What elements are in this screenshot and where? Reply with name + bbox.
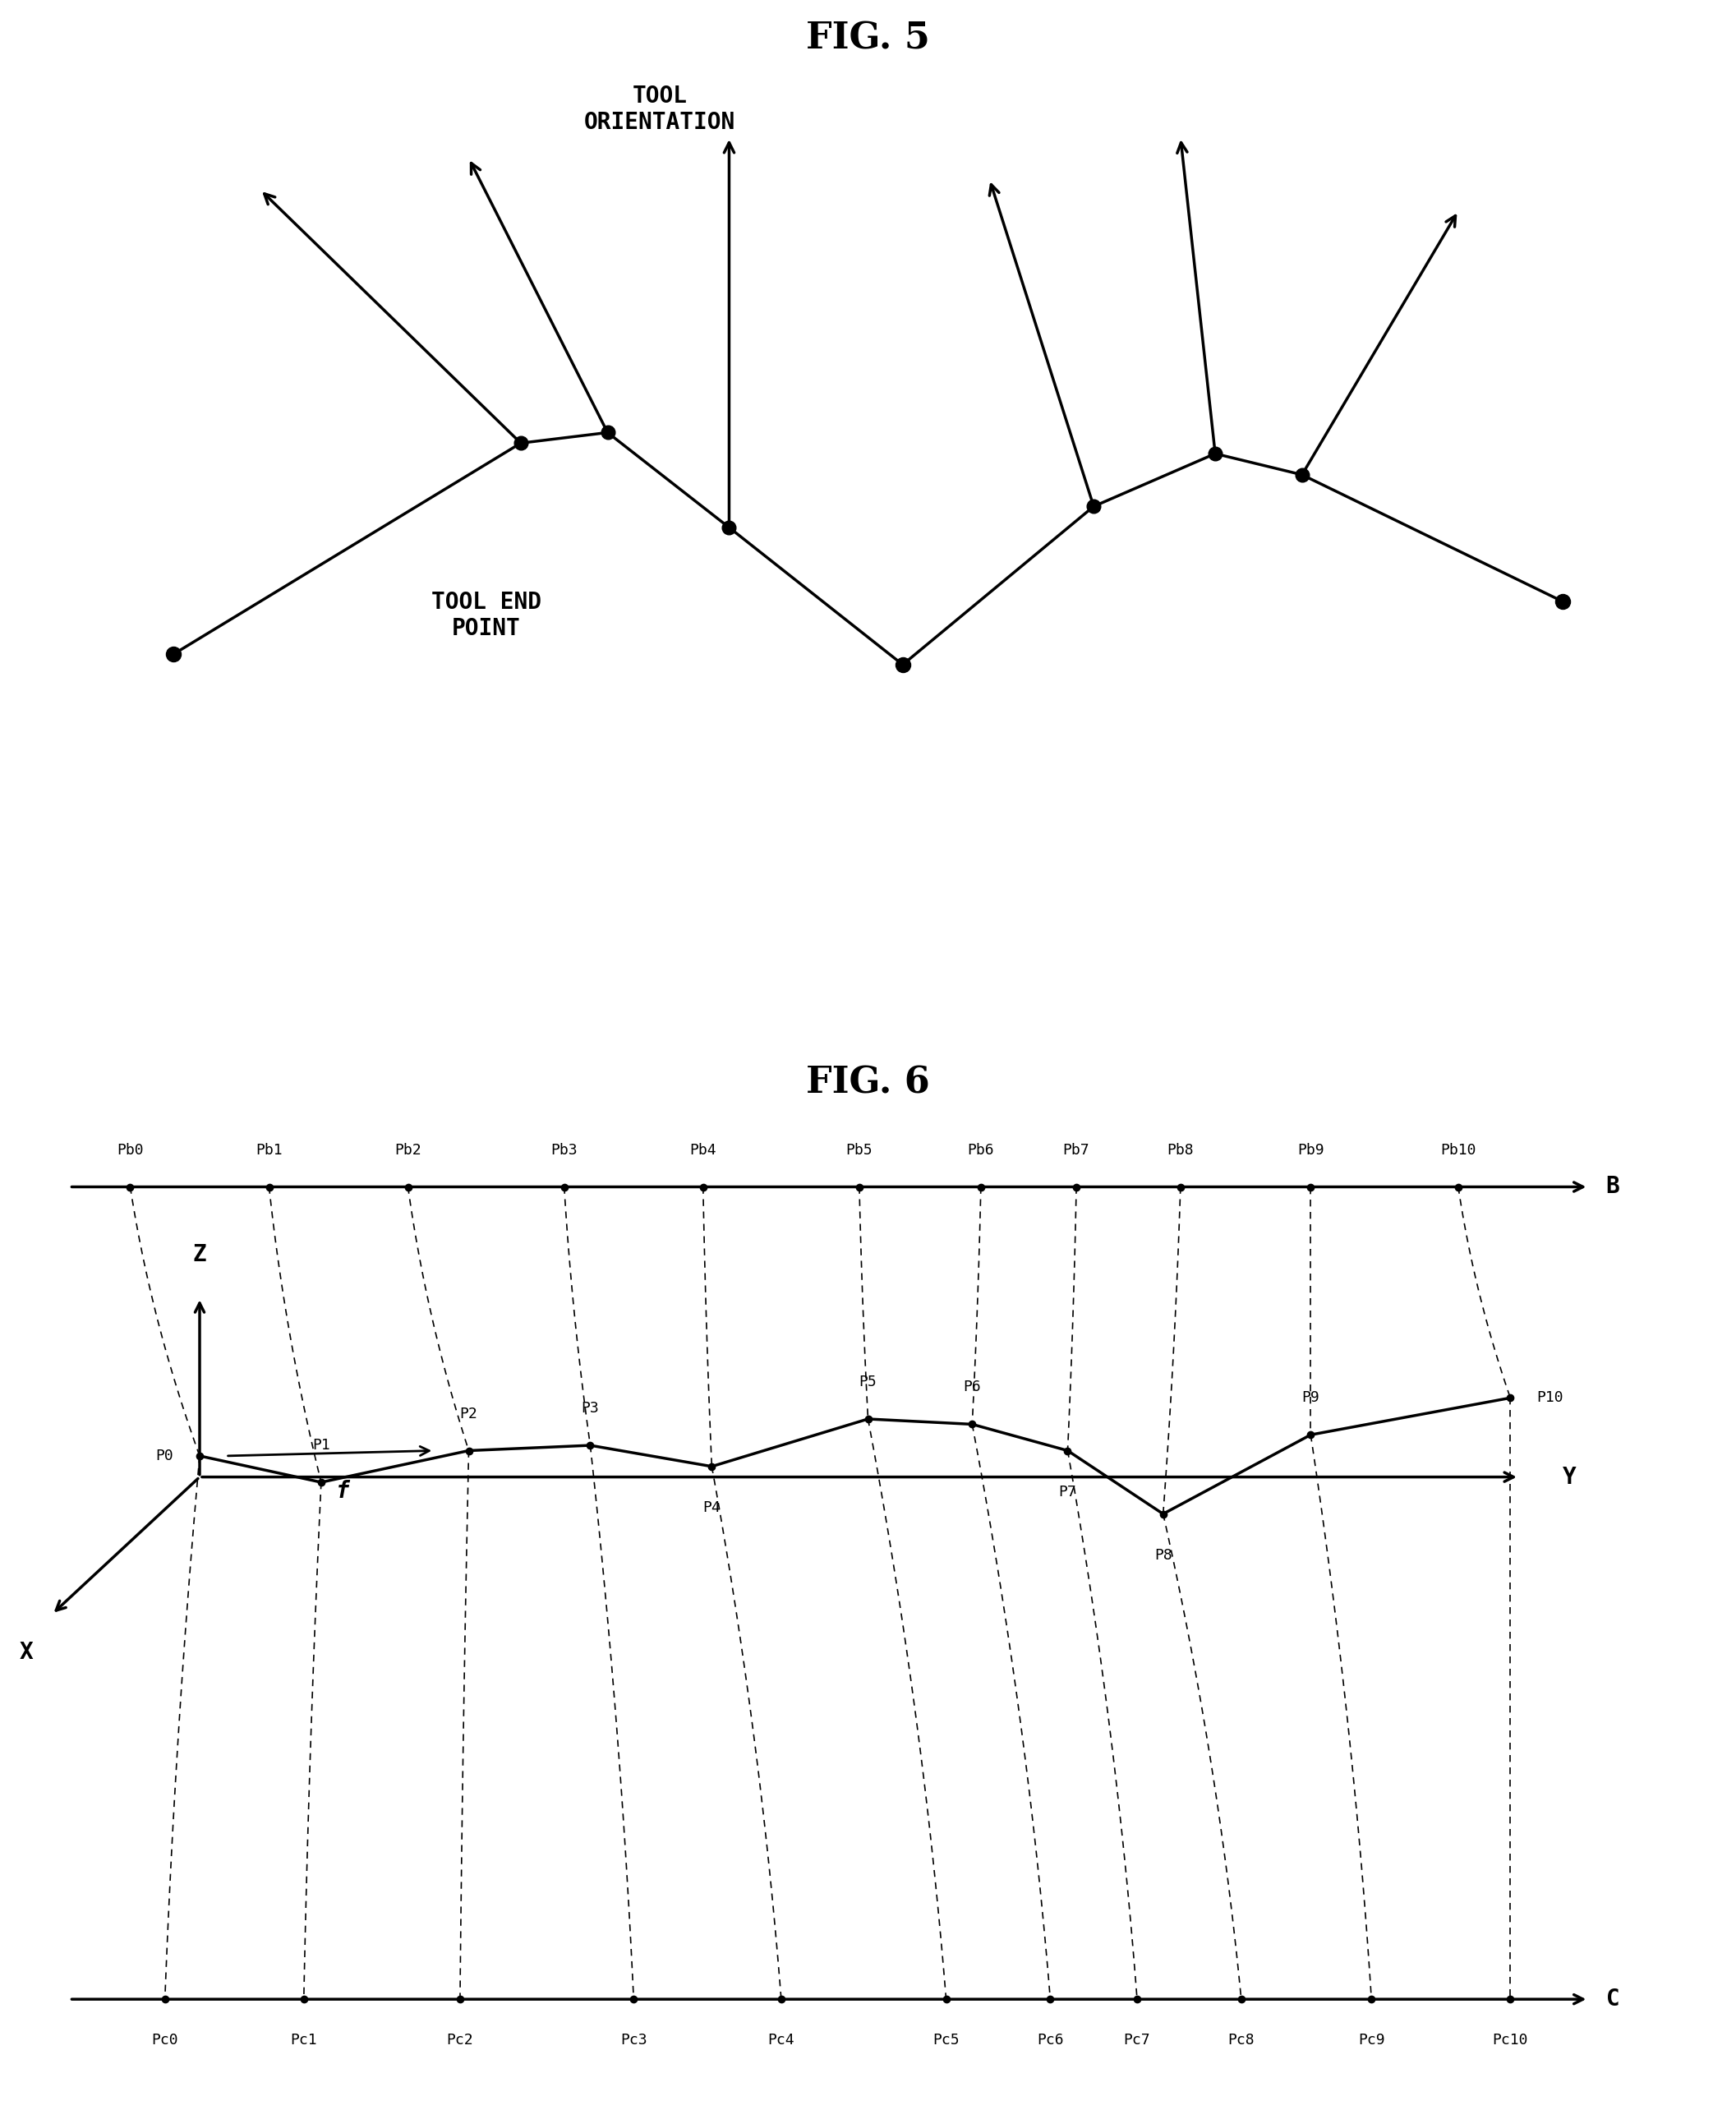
Text: FIG. 5: FIG. 5	[806, 21, 930, 57]
Text: Pb2: Pb2	[394, 1142, 422, 1156]
Text: Pc2: Pc2	[446, 2034, 474, 2049]
Text: P5: P5	[859, 1374, 877, 1388]
Text: P0: P0	[156, 1447, 174, 1464]
Text: Pb5: Pb5	[845, 1142, 873, 1156]
Text: Pb0: Pb0	[116, 1142, 144, 1156]
Text: FIG. 6: FIG. 6	[806, 1066, 930, 1101]
Text: f: f	[337, 1479, 349, 1502]
Text: Pb7: Pb7	[1062, 1142, 1090, 1156]
Text: Pb4: Pb4	[689, 1142, 717, 1156]
Text: Pc10: Pc10	[1493, 2034, 1528, 2049]
Text: P3: P3	[582, 1401, 599, 1416]
Text: TOOL END
POINT: TOOL END POINT	[431, 591, 542, 641]
Text: Pb6: Pb6	[967, 1142, 995, 1156]
Text: Pc3: Pc3	[620, 2034, 648, 2049]
Text: Pc4: Pc4	[767, 2034, 795, 2049]
Text: P6: P6	[963, 1380, 981, 1395]
Text: Pc7: Pc7	[1123, 2034, 1151, 2049]
Text: P10: P10	[1536, 1390, 1562, 1405]
Text: X: X	[19, 1642, 33, 1663]
Text: Pc1: Pc1	[290, 2034, 318, 2049]
Text: Pb8: Pb8	[1167, 1142, 1194, 1156]
Text: Pb10: Pb10	[1441, 1142, 1476, 1156]
Text: Y: Y	[1562, 1466, 1576, 1488]
Text: C: C	[1606, 1988, 1620, 2011]
Text: P2: P2	[460, 1405, 477, 1422]
Text: Pc6: Pc6	[1036, 2034, 1064, 2049]
Text: Pb9: Pb9	[1297, 1142, 1325, 1156]
Text: P8: P8	[1154, 1549, 1172, 1564]
Text: Pc9: Pc9	[1358, 2034, 1385, 2049]
Text: TOOL
ORIENTATION: TOOL ORIENTATION	[583, 84, 736, 135]
Text: Pc8: Pc8	[1227, 2034, 1255, 2049]
Text: B: B	[1606, 1175, 1620, 1198]
Text: P1: P1	[312, 1437, 330, 1452]
Text: P9: P9	[1302, 1390, 1319, 1405]
Text: Z: Z	[193, 1243, 207, 1266]
Text: P4: P4	[703, 1500, 720, 1515]
Text: Pc5: Pc5	[932, 2034, 960, 2049]
Text: Pc0: Pc0	[151, 2034, 179, 2049]
Text: Pb1: Pb1	[255, 1142, 283, 1156]
Text: Pb3: Pb3	[550, 1142, 578, 1156]
Text: P7: P7	[1059, 1485, 1076, 1500]
